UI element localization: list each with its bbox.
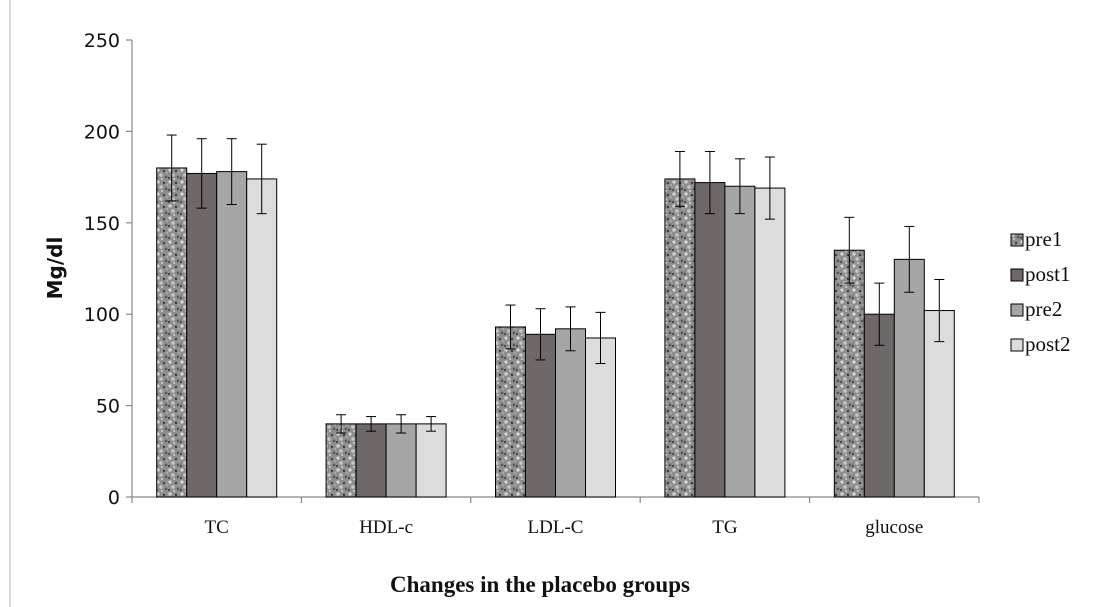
legend-label: pre1 bbox=[1025, 227, 1062, 251]
bar bbox=[495, 326, 526, 498]
error-bars bbox=[166, 134, 945, 434]
bar bbox=[664, 178, 696, 498]
bar bbox=[246, 178, 278, 498]
x-tick-label: TC bbox=[205, 517, 229, 538]
legend-label: post2 bbox=[1025, 332, 1071, 356]
legend-label: pre2 bbox=[1025, 297, 1062, 321]
bar bbox=[186, 172, 218, 498]
y-tick-label: 250 bbox=[84, 30, 120, 52]
bar bbox=[415, 423, 447, 498]
x-tick-label: HDL-c bbox=[359, 517, 413, 538]
bar bbox=[555, 328, 586, 498]
bar bbox=[833, 249, 865, 498]
legend: pre1 post1 pre2 post2 bbox=[1010, 227, 1071, 356]
x-tick-label: TG bbox=[712, 517, 738, 538]
y-tick-label: 100 bbox=[84, 304, 120, 326]
bar bbox=[216, 171, 248, 498]
x-tick-label: LDL-C bbox=[528, 517, 584, 538]
bar bbox=[325, 423, 357, 498]
y-tick-label: 200 bbox=[84, 121, 120, 143]
bar bbox=[694, 182, 726, 498]
y-tick-label: 150 bbox=[84, 213, 120, 235]
legend-swatch bbox=[1010, 233, 1024, 247]
bar bbox=[156, 167, 188, 498]
bar bbox=[754, 187, 786, 498]
bars bbox=[156, 167, 955, 498]
x-axis-label: Changes in the placebo groups bbox=[390, 572, 690, 597]
y-tick-label: 0 bbox=[108, 487, 120, 509]
bar bbox=[355, 423, 387, 498]
bar bbox=[385, 423, 417, 498]
y-axis-label: Mg/dl bbox=[43, 237, 67, 300]
y-tick-label: 50 bbox=[96, 396, 120, 418]
x-tick-label: glucose bbox=[865, 517, 923, 538]
bar bbox=[525, 333, 556, 498]
bar bbox=[893, 258, 925, 498]
legend-swatch bbox=[1010, 338, 1024, 352]
legend-swatch bbox=[1010, 303, 1024, 317]
bar bbox=[724, 185, 756, 498]
legend-swatch bbox=[1010, 268, 1024, 282]
legend-label: post1 bbox=[1025, 262, 1071, 286]
bar bbox=[585, 337, 616, 498]
